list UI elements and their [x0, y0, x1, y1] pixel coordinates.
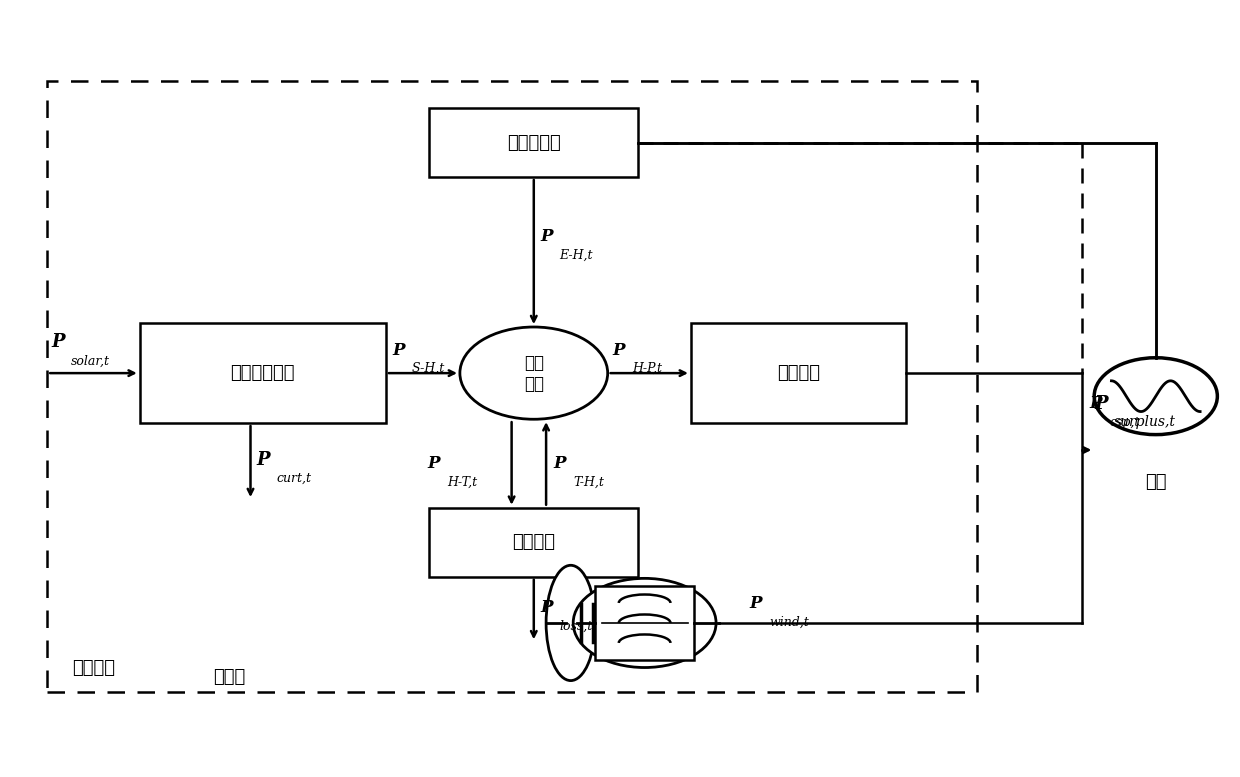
Text: 电加热装置: 电加热装置 [507, 134, 560, 152]
Text: H-T,t: H-T,t [448, 476, 477, 489]
Text: P: P [539, 228, 553, 246]
FancyBboxPatch shape [429, 108, 639, 177]
Text: P: P [749, 595, 761, 612]
Text: surplus,t: surplus,t [1114, 416, 1176, 430]
Circle shape [1094, 357, 1218, 434]
Text: curt,t: curt,t [277, 472, 311, 485]
Text: 蓄热系统: 蓄热系统 [512, 533, 556, 551]
FancyBboxPatch shape [595, 586, 694, 660]
Circle shape [573, 578, 715, 667]
Text: 发电系统: 发电系统 [777, 364, 820, 382]
Text: P: P [613, 342, 625, 358]
Text: P: P [51, 333, 64, 351]
Text: E-H,t: E-H,t [559, 249, 593, 262]
Text: 传热
工质: 传热 工质 [523, 354, 544, 392]
Text: P: P [392, 342, 404, 358]
FancyBboxPatch shape [691, 323, 906, 423]
Text: P: P [1089, 395, 1102, 413]
FancyBboxPatch shape [140, 323, 386, 423]
Text: T-H,t: T-H,t [573, 476, 604, 489]
Text: P: P [257, 451, 270, 469]
Text: loss,t: loss,t [559, 619, 593, 632]
Text: 聚光集热系统: 聚光集热系统 [231, 364, 295, 382]
Text: wind,t: wind,t [769, 615, 808, 629]
Text: csp,t: csp,t [1109, 416, 1140, 429]
Text: S-H,t: S-H,t [412, 362, 445, 375]
Text: P: P [539, 599, 553, 616]
Circle shape [460, 327, 608, 420]
Text: P: P [428, 455, 440, 472]
Ellipse shape [546, 566, 595, 681]
Text: P: P [553, 455, 565, 472]
Text: 风电场: 风电场 [213, 667, 246, 686]
Text: P: P [1094, 395, 1107, 413]
Text: solar,t: solar,t [71, 354, 109, 368]
Text: 光热电站: 光热电站 [72, 659, 115, 677]
Text: H-P,t: H-P,t [632, 362, 662, 375]
Text: 电网: 电网 [1145, 473, 1167, 491]
FancyBboxPatch shape [429, 507, 639, 577]
